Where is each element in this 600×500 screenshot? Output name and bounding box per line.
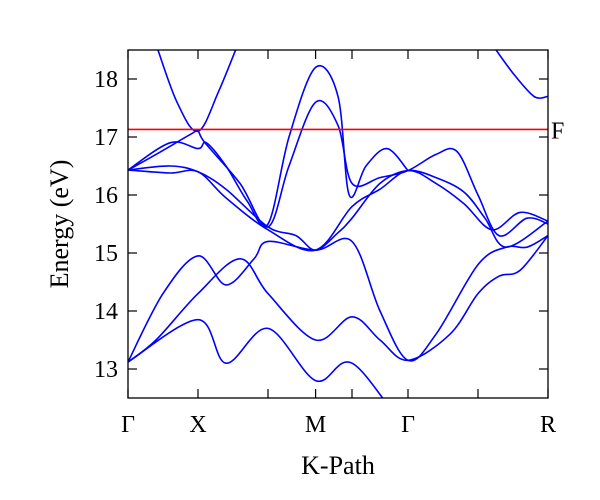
band-line-3 [128, 234, 548, 363]
y-tick-label: 15 [94, 241, 118, 267]
band-line-2 [128, 234, 548, 363]
x-tick-label: Γ [121, 412, 135, 438]
y-tick-label: 16 [94, 183, 118, 209]
y-tick-label: 13 [94, 357, 118, 383]
x-tick-label: R [540, 412, 556, 438]
band-line-1 [128, 318, 384, 398]
band-line-6 [128, 99, 548, 237]
x-tick-label: Γ [401, 412, 415, 438]
plot-frame [127, 49, 549, 399]
x-tick-label: X [189, 412, 206, 438]
y-tick-label: 17 [94, 125, 118, 151]
x-tick-label: M [305, 412, 326, 438]
x-axis-title: K-Path [301, 451, 375, 480]
y-axis-title: Energy (eV) [45, 160, 74, 289]
fermi-level-label: F [551, 118, 564, 144]
band-line-8 [157, 50, 237, 133]
y-axis-ticks: 13 14 15 16 17 18 [94, 67, 548, 383]
y-tick-label: 18 [94, 67, 118, 93]
band-line-5 [128, 165, 548, 251]
band-line-7 [128, 65, 409, 228]
band-lines [128, 50, 548, 398]
y-tick-label: 14 [94, 299, 118, 325]
band-line-9 [495, 50, 548, 99]
